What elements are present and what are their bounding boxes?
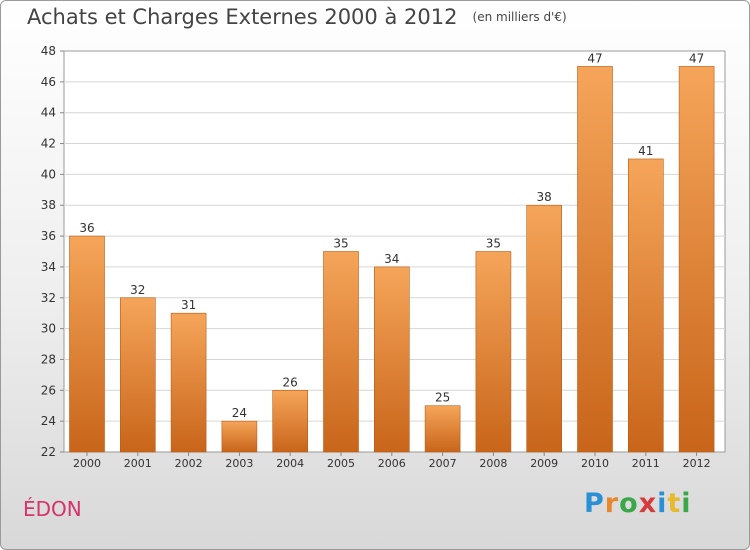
y-tick-label: 22 [41,445,56,459]
x-tick-label: 2012 [683,457,711,470]
bar-value-label: 35 [486,237,501,251]
x-axis: 2000 2001 2002 2003 2004 2005 2006 2007 2008 2009… [73,452,711,470]
x-tick-label: 2008 [479,457,507,470]
bar-value-label: 47 [689,51,704,65]
logo-letter: x [638,488,658,519]
proxiti-logo[interactable]: Proxiti [584,488,692,519]
bar-value-label: 36 [79,221,94,235]
bar-value-label: 41 [638,144,653,158]
x-tick-label: 2006 [378,457,406,470]
bar-value-label: 32 [130,283,145,297]
bar-value-label: 38 [537,190,552,204]
bar-value-label: 26 [283,375,298,389]
y-tick-label: 34 [41,260,56,274]
bar-value-label: 47 [587,51,602,65]
bar [120,297,156,453]
commune-name: ÉDON [23,497,82,521]
logo-letter: r [604,488,620,519]
x-tick-label: 2004 [276,457,304,470]
x-tick-label: 2002 [175,457,203,470]
bar [69,235,105,453]
logo-letter: o [619,488,639,519]
chart-title: Achats et Charges Externes 2000 à 2012 [27,5,458,29]
y-tick-label: 26 [41,383,56,397]
bar-value-label: 24 [232,406,247,420]
logo-letter: P [584,488,605,519]
bar [475,251,512,453]
bar [373,266,410,453]
y-tick-label: 42 [41,137,56,151]
bar [170,312,207,453]
y-tick-label: 40 [41,167,56,181]
value-labels: 36 32 31 24 26 35 34 25 35 38 47 41 47 [79,51,704,420]
bar-value-label: 25 [435,391,450,405]
y-axis: 22 24 26 28 30 32 34 36 38 40 42 44 46 48 [41,44,64,459]
y-tick-label: 36 [41,229,56,243]
logo-letter: i [657,488,668,519]
y-tick-label: 48 [41,44,56,58]
logo-letter: t [667,488,682,519]
bar-value-label: 35 [333,237,348,251]
chart-unit: (en milliers d'€) [472,10,567,24]
x-tick-label: 2001 [124,457,152,470]
bar [526,204,563,453]
logo-letter: i [681,488,692,519]
bar [424,405,461,453]
x-tick-label: 2011 [632,457,660,470]
y-tick-label: 32 [41,291,56,305]
x-tick-label: 2007 [429,457,457,470]
y-tick-label: 44 [41,106,56,120]
bar [272,390,309,453]
bar-value-label: 34 [384,252,399,266]
x-tick-label: 2010 [581,457,609,470]
y-tick-label: 24 [41,414,56,428]
y-tick-label: 28 [41,352,56,366]
y-tick-label: 46 [41,75,56,89]
bar [577,66,613,453]
x-tick-label: 2003 [225,457,253,470]
bar [678,66,715,453]
bar [323,251,359,453]
bar [627,158,664,453]
bars [69,66,715,453]
title-row: Achats et Charges Externes 2000 à 2012 (… [27,5,567,29]
bar-value-label: 31 [181,298,196,312]
x-tick-label: 2005 [327,457,355,470]
bar [221,420,258,453]
y-tick-label: 30 [41,322,56,336]
y-tick-label: 38 [41,198,56,212]
x-tick-label: 2009 [530,457,558,470]
x-tick-label: 2000 [73,457,101,470]
